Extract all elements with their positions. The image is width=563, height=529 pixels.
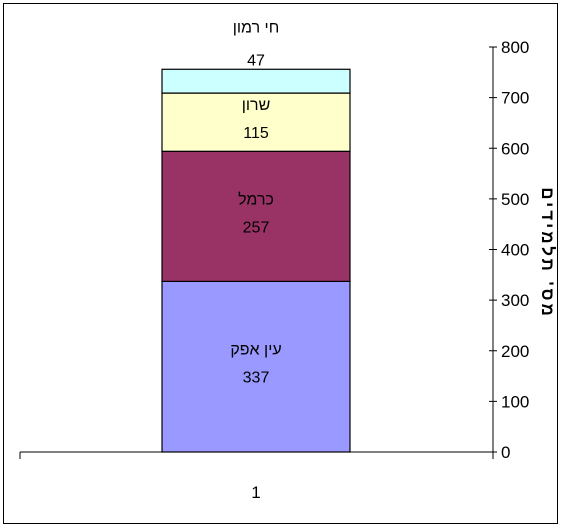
y-tick-label-5: 500	[501, 190, 529, 209]
y-tick-label-2: 200	[501, 342, 529, 361]
y-axis: 0 100 200 300 400 500 600 700 800 1	[19, 38, 529, 502]
y-tick-label-0: 0	[501, 443, 510, 462]
data-label-value-2: 257	[243, 219, 270, 236]
x-category-label-1: 1	[251, 483, 260, 502]
data-label-name-3: שרון	[242, 97, 271, 114]
chart-frame	[3, 3, 558, 524]
data-labels-layer: עין אפק 337 כרמל 257 שרון 115 חי רמון 47	[230, 19, 281, 386]
data-label-value-4: 47	[247, 52, 265, 69]
bar-segment-2	[161, 150, 351, 282]
bar-segment-1	[161, 280, 351, 453]
y-tick-label-3: 300	[501, 291, 529, 310]
y-tick-label-1: 100	[501, 392, 529, 411]
y-axis-title: מס' תלמידים	[538, 187, 557, 319]
bar-segment-4	[161, 68, 351, 94]
data-label-value-3: 115	[243, 125, 269, 142]
y-tick-label-7: 700	[501, 89, 529, 108]
y-tick-label-8: 800	[501, 38, 529, 57]
y-tick-label-4: 400	[501, 241, 529, 260]
data-label-value-1: 337	[243, 370, 270, 387]
data-label-name-1: עין אפק	[230, 342, 281, 359]
y-tick-label-6: 600	[501, 139, 529, 158]
bars-layer	[161, 68, 351, 453]
data-label-name-4: חי רמון	[233, 19, 280, 36]
data-label-name-2: כרמל	[238, 190, 274, 208]
